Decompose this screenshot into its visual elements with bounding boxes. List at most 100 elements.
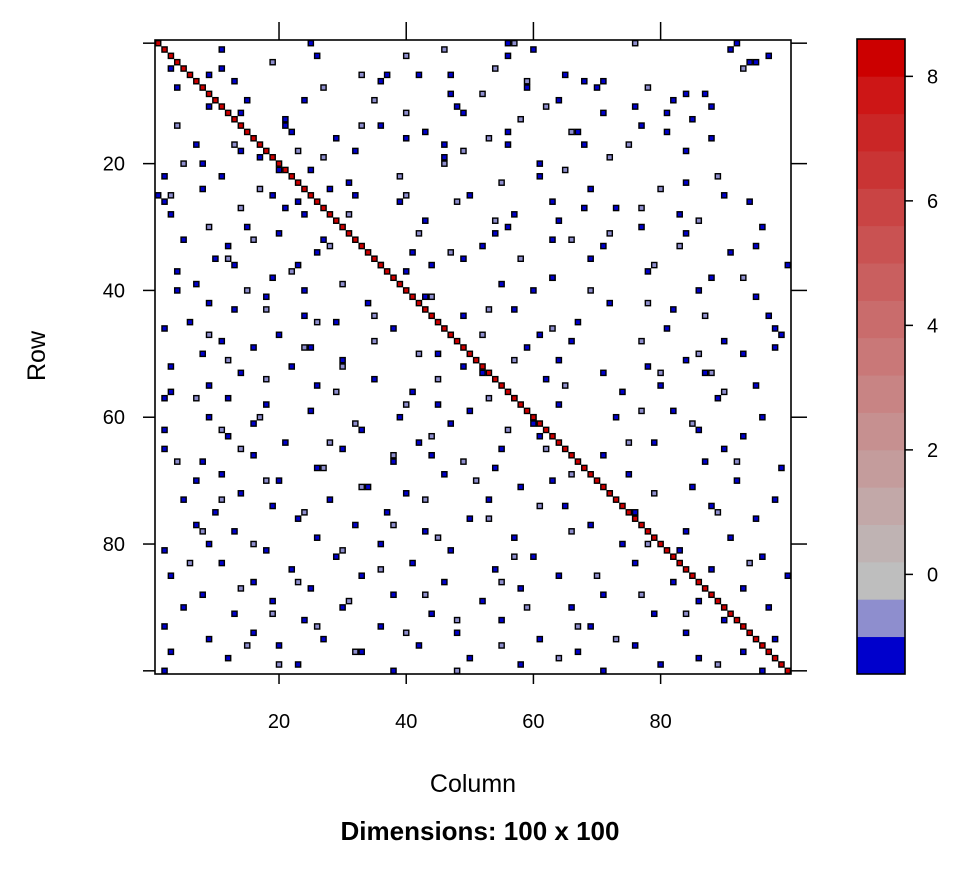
- heatmap-cell: [574, 318, 582, 326]
- heatmap-cell: [161, 623, 168, 630]
- heatmap-cell: [218, 173, 226, 180]
- heatmap-cell: [625, 471, 633, 478]
- heatmap-cell: [224, 654, 232, 662]
- heatmap-cell: [676, 242, 683, 250]
- heatmap-diagonal-cell: [396, 280, 404, 288]
- heatmap-cell: [530, 420, 537, 427]
- heatmap-cell: [568, 528, 575, 535]
- heatmap-cell: [173, 268, 181, 275]
- heatmap-cell: [167, 211, 175, 218]
- heatmap-cell: [485, 515, 493, 522]
- colorbar-segment: [857, 188, 905, 227]
- colorbar-segment: [857, 76, 905, 115]
- heatmap-cell: [549, 477, 556, 484]
- heatmap-cell: [504, 223, 512, 231]
- heatmap-cell: [199, 458, 206, 465]
- heatmap-cell: [409, 249, 416, 256]
- heatmap-cell: [294, 147, 302, 155]
- heatmap-cell: [650, 261, 658, 269]
- heatmap-cell: [479, 369, 486, 377]
- heatmap-cell: [294, 515, 302, 522]
- heatmap-diagonal-cell: [371, 255, 378, 263]
- heatmap-cell: [313, 623, 321, 630]
- heatmap-cell: [511, 211, 518, 218]
- heatmap-cell: [250, 629, 257, 637]
- heatmap-cell: [269, 597, 276, 605]
- heatmap-diagonal-cell: [555, 439, 563, 446]
- heatmap-cell: [600, 591, 607, 599]
- heatmap-cell: [167, 572, 175, 580]
- heatmap-cell: [657, 369, 664, 377]
- heatmap-cell: [695, 217, 703, 224]
- heatmap-cell: [581, 204, 588, 212]
- heatmap-cell: [301, 211, 308, 218]
- colorbar-segment: [857, 636, 905, 675]
- heatmap-cell: [352, 521, 359, 529]
- heatmap-cell: [574, 128, 582, 136]
- heatmap-cell: [695, 350, 703, 358]
- heatmap-cell: [587, 623, 594, 630]
- heatmap-cell: [358, 71, 365, 79]
- heatmap-cell: [154, 192, 162, 199]
- heatmap-cell: [243, 287, 251, 294]
- heatmap-cell: [294, 198, 302, 205]
- heatmap-cell: [714, 661, 722, 668]
- y-tick-label: 20: [103, 154, 125, 176]
- heatmap-diagonal-cell: [434, 318, 442, 326]
- heatmap-cell: [466, 192, 474, 199]
- heatmap-cell: [485, 134, 493, 142]
- heatmap-cell: [434, 401, 442, 408]
- heatmap-diagonal-cell: [320, 204, 327, 212]
- heatmap-cell: [536, 432, 544, 440]
- heatmap-cell: [663, 109, 671, 117]
- heatmap-cell: [650, 610, 658, 618]
- heatmap-cell: [511, 39, 518, 47]
- heatmap-cell: [231, 528, 238, 535]
- heatmap-cell: [523, 84, 531, 91]
- heatmap-cell: [752, 293, 760, 301]
- heatmap-diagonal-cell: [301, 185, 308, 193]
- heatmap-cell: [568, 337, 575, 345]
- heatmap-diagonal-cell: [574, 458, 582, 465]
- heatmap-cell: [771, 344, 779, 351]
- heatmap-cell: [606, 154, 614, 161]
- heatmap-cell: [638, 337, 645, 345]
- heatmap-cell: [663, 128, 671, 136]
- heatmap-cell: [670, 578, 677, 586]
- heatmap-cell: [441, 160, 448, 167]
- heatmap-diagonal-cell: [536, 420, 544, 427]
- heatmap-cell: [371, 337, 378, 345]
- colorbar-segment: [857, 487, 905, 525]
- heatmap-cell: [746, 559, 753, 567]
- heatmap-cell: [600, 667, 607, 675]
- heatmap-diagonal-cell: [650, 534, 658, 541]
- heatmap-cell: [415, 439, 423, 446]
- heatmap-diagonal-cell: [167, 52, 175, 60]
- heatmap-cell: [657, 185, 664, 193]
- heatmap-cell: [714, 173, 722, 180]
- heatmap-diagonal-cell: [212, 96, 219, 104]
- heatmap-diagonal-cell: [402, 287, 410, 294]
- heatmap-cell: [708, 134, 715, 142]
- heatmap-cell: [600, 77, 607, 85]
- heatmap-cell: [256, 413, 264, 421]
- heatmap-cell: [193, 477, 200, 484]
- heatmap-cell: [460, 147, 467, 155]
- heatmap-cell: [447, 420, 455, 427]
- chart-subtitle: Dimensions: 100 x 100: [341, 816, 620, 846]
- heatmap-diagonal-cell: [593, 477, 601, 484]
- heatmap-diagonal-cell: [339, 223, 346, 231]
- heatmap-diagonal-cell: [218, 103, 226, 110]
- heatmap-cell: [193, 141, 200, 148]
- heatmap-cell: [352, 648, 359, 656]
- heatmap-cell: [173, 458, 181, 465]
- heatmap-cell: [301, 312, 308, 320]
- heatmap-cell: [352, 147, 359, 155]
- heatmap-cell: [434, 534, 442, 541]
- heatmap-cell: [263, 477, 270, 484]
- heatmap-cell: [205, 413, 213, 421]
- heatmap-cell: [396, 173, 404, 180]
- heatmap-cell: [517, 255, 524, 263]
- heatmap-cell: [409, 388, 416, 396]
- heatmap-diagonal-cell: [752, 635, 760, 643]
